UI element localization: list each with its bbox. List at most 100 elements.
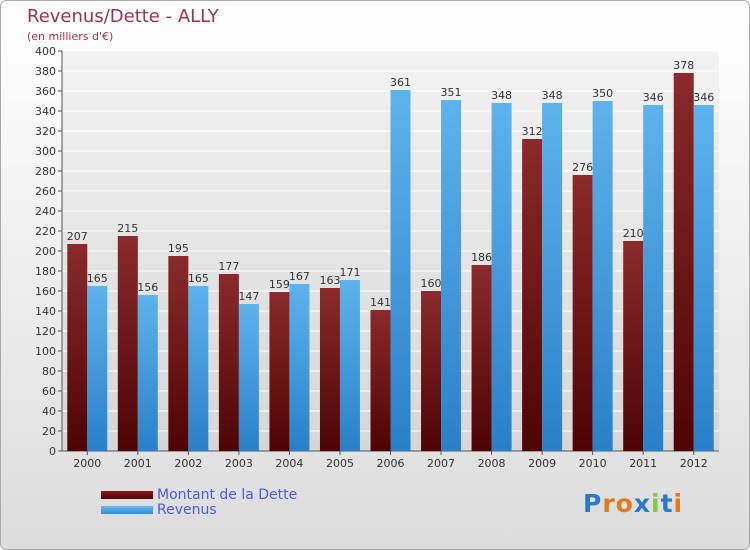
x-tick-label: 2001 bbox=[124, 457, 152, 470]
y-tick-label: 100 bbox=[35, 345, 56, 358]
bar-revenue bbox=[592, 101, 613, 451]
bar-debt bbox=[522, 139, 543, 451]
y-tick-label: 380 bbox=[35, 65, 56, 78]
bar-revenue-label: 350 bbox=[592, 87, 613, 100]
y-tick-label: 280 bbox=[35, 165, 56, 178]
bar-debt bbox=[370, 310, 391, 451]
bar-debt-label: 163 bbox=[319, 274, 340, 287]
bar-debt bbox=[168, 256, 189, 451]
bar-debt-label: 378 bbox=[673, 59, 694, 72]
bar-debt bbox=[218, 274, 239, 451]
x-tick-label: 2007 bbox=[427, 457, 455, 470]
bar-debt-label: 195 bbox=[168, 242, 189, 255]
y-tick-label: 320 bbox=[35, 125, 56, 138]
bar-revenue-label: 167 bbox=[289, 270, 310, 283]
bar-revenue-label: 351 bbox=[441, 86, 462, 99]
logo-letter: r bbox=[602, 489, 616, 518]
bar-debt-label: 312 bbox=[522, 125, 543, 138]
legend-label-revenue: Revenus bbox=[157, 501, 217, 518]
bar-debt bbox=[673, 73, 694, 451]
bar-revenue bbox=[542, 103, 563, 451]
x-tick-label: 2005 bbox=[326, 457, 354, 470]
bar-revenue bbox=[87, 286, 108, 451]
y-tick-label: 240 bbox=[35, 205, 56, 218]
bar-debt bbox=[572, 175, 593, 451]
y-tick-label: 60 bbox=[42, 385, 56, 398]
bar-revenue-label: 147 bbox=[238, 290, 259, 303]
bar-revenue-label: 156 bbox=[137, 281, 158, 294]
bar-revenue-label: 361 bbox=[390, 76, 411, 89]
bar-debt-label: 276 bbox=[572, 161, 593, 174]
y-tick-label: 300 bbox=[35, 145, 56, 158]
x-tick-label: 2000 bbox=[73, 457, 101, 470]
bar-debt bbox=[67, 244, 88, 451]
bar-debt bbox=[421, 291, 442, 451]
y-tick-label: 400 bbox=[35, 45, 56, 58]
y-tick-label: 180 bbox=[35, 265, 56, 278]
bar-revenue bbox=[643, 105, 664, 451]
logo-letter: o bbox=[615, 489, 634, 518]
logo-letter: i bbox=[651, 489, 661, 518]
y-tick-label: 160 bbox=[35, 285, 56, 298]
legend: Montant de la Dette Revenus bbox=[101, 486, 298, 518]
bar-debt bbox=[623, 241, 644, 451]
x-tick-label: 2009 bbox=[528, 457, 556, 470]
bar-revenue bbox=[339, 280, 360, 451]
y-tick-label: 80 bbox=[42, 365, 56, 378]
legend-item-revenue: Revenus bbox=[101, 501, 297, 518]
legend-item-debt: Montant de la Dette bbox=[101, 486, 298, 503]
y-tick-label: 120 bbox=[35, 325, 56, 338]
bar-revenue-label: 165 bbox=[87, 272, 108, 285]
x-tick-label: 2006 bbox=[377, 457, 405, 470]
y-tick-label: 20 bbox=[42, 425, 56, 438]
y-tick-label: 260 bbox=[35, 185, 56, 198]
bar-revenue bbox=[693, 105, 714, 451]
y-tick-label: 200 bbox=[35, 245, 56, 258]
bar-debt bbox=[269, 292, 290, 451]
bar-revenue bbox=[238, 304, 259, 451]
y-tick-label: 220 bbox=[35, 225, 56, 238]
bar-debt-label: 207 bbox=[67, 230, 88, 243]
bar-revenue bbox=[390, 90, 411, 451]
bar-debt-label: 159 bbox=[269, 278, 290, 291]
bar-debt bbox=[117, 236, 138, 451]
bar-debt-label: 177 bbox=[218, 260, 239, 273]
bar-revenue-label: 348 bbox=[542, 89, 563, 102]
logo-letter: t bbox=[660, 489, 674, 518]
bar-revenue-label: 348 bbox=[491, 89, 512, 102]
bar-debt bbox=[319, 288, 340, 451]
x-tick-label: 2011 bbox=[629, 457, 657, 470]
bar-debt-label: 186 bbox=[471, 251, 492, 264]
legend-label-debt: Montant de la Dette bbox=[157, 486, 298, 503]
legend-swatch-debt bbox=[101, 490, 153, 499]
bar-revenue-label: 346 bbox=[693, 91, 714, 104]
bar-revenue bbox=[441, 100, 462, 451]
bar-debt-label: 215 bbox=[117, 222, 138, 235]
y-tick-label: 0 bbox=[49, 445, 56, 458]
bar-revenue-label: 165 bbox=[188, 272, 209, 285]
y-tick-label: 40 bbox=[42, 405, 56, 418]
bar-revenue-label: 171 bbox=[339, 266, 360, 279]
bar-revenue bbox=[491, 103, 512, 451]
bar-revenue bbox=[289, 284, 310, 451]
bar-debt bbox=[471, 265, 492, 451]
chart-title: Revenus/Dette - ALLY bbox=[27, 6, 219, 27]
logo-letter: i bbox=[673, 489, 684, 518]
bar-debt-label: 160 bbox=[421, 277, 442, 290]
x-tick-label: 2003 bbox=[225, 457, 253, 470]
x-tick-label: 2004 bbox=[275, 457, 303, 470]
x-tick-label: 2008 bbox=[478, 457, 506, 470]
x-tick-label: 2012 bbox=[680, 457, 708, 470]
logo-letter: x bbox=[633, 489, 651, 518]
bar-debt-label: 141 bbox=[370, 296, 391, 309]
y-tick-label: 360 bbox=[35, 85, 56, 98]
bar-revenue bbox=[188, 286, 209, 451]
chart-subtitle: (en milliers d'€) bbox=[27, 30, 114, 43]
logo-letter: P bbox=[583, 489, 603, 518]
bar-revenue-label: 346 bbox=[643, 91, 664, 104]
legend-swatch-revenue bbox=[101, 505, 153, 514]
bar-revenue bbox=[137, 295, 158, 451]
y-tick-label: 340 bbox=[35, 105, 56, 118]
